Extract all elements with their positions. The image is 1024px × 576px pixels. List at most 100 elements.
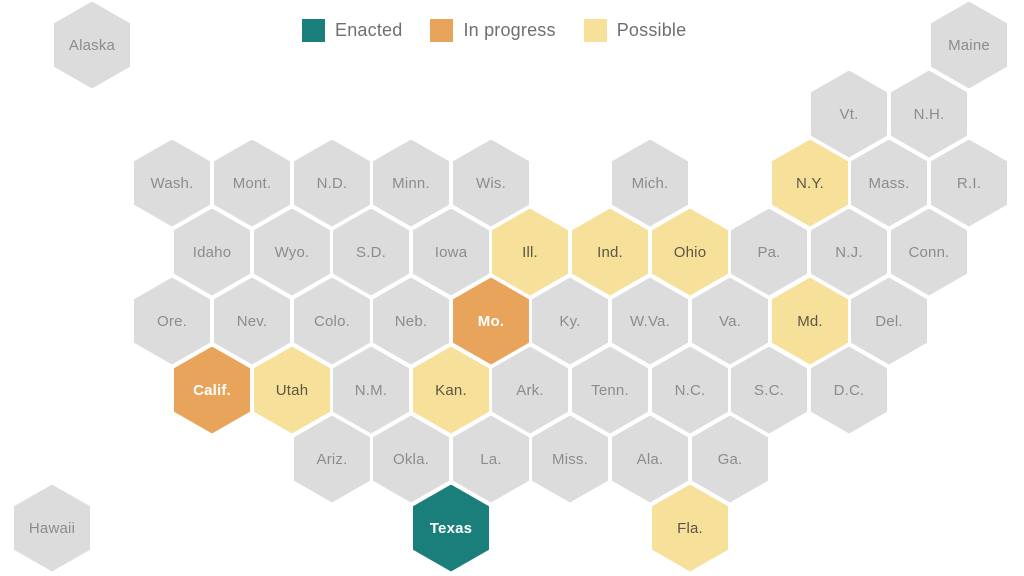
state-label: Conn.	[908, 243, 950, 261]
state-label: Ark.	[516, 381, 544, 399]
legend: Enacted In progress Possible	[302, 18, 714, 42]
state-hex-n-j[interactable]: N.J.	[811, 208, 887, 296]
state-hex-calif[interactable]: Calif.	[174, 346, 250, 434]
state-label: Hawaii	[28, 519, 76, 537]
state-label: Ala.	[636, 450, 664, 468]
state-label: N.Y.	[795, 174, 825, 192]
state-label: Fla.	[677, 519, 703, 537]
state-hex-va[interactable]: Va.	[692, 277, 768, 365]
state-label: Wyo.	[274, 243, 310, 261]
state-label: R.I.	[956, 174, 982, 192]
state-label: Vt.	[839, 105, 859, 123]
state-hex-conn[interactable]: Conn.	[891, 208, 967, 296]
legend-label-possible: Possible	[616, 19, 687, 40]
state-label: S.C.	[754, 381, 784, 399]
state-hex-minn[interactable]: Minn.	[373, 139, 449, 227]
state-hex-la[interactable]: La.	[453, 415, 529, 503]
state-label: W.Va.	[630, 312, 670, 330]
state-label: Ohio	[673, 243, 707, 261]
state-label: Ind.	[597, 243, 623, 261]
state-label: Utah	[275, 381, 309, 399]
legend-item-enacted[interactable]: Enacted	[302, 18, 403, 42]
state-label: Colo.	[313, 312, 351, 330]
state-hex-iowa[interactable]: Iowa	[413, 208, 489, 296]
state-hex-alaska[interactable]: Alaska	[54, 1, 130, 89]
state-hex-r-i[interactable]: R.I.	[931, 139, 1007, 227]
state-hex-ohio[interactable]: Ohio	[652, 208, 728, 296]
state-label: Neb.	[394, 312, 428, 330]
state-hex-w-va[interactable]: W.Va.	[612, 277, 688, 365]
state-hex-ark[interactable]: Ark.	[492, 346, 568, 434]
state-hex-s-c[interactable]: S.C.	[731, 346, 807, 434]
state-hex-texas[interactable]: Texas	[413, 484, 489, 572]
state-hex-n-m[interactable]: N.M.	[333, 346, 409, 434]
state-label: Ore.	[157, 312, 187, 330]
state-label: Pa.	[757, 243, 781, 261]
state-hex-md[interactable]: Md.	[772, 277, 848, 365]
state-hex-nev[interactable]: Nev.	[214, 277, 290, 365]
state-hex-s-d[interactable]: S.D.	[333, 208, 409, 296]
state-hex-mass[interactable]: Mass.	[851, 139, 927, 227]
state-label: N.J.	[835, 243, 863, 261]
state-label: Mich.	[631, 174, 669, 192]
state-label: Md.	[797, 312, 823, 330]
legend-swatch-enacted	[302, 18, 325, 42]
state-hex-ga[interactable]: Ga.	[692, 415, 768, 503]
state-hex-fla[interactable]: Fla.	[652, 484, 728, 572]
state-label: Idaho	[192, 243, 232, 261]
state-hex-ore[interactable]: Ore.	[134, 277, 210, 365]
state-label: Mass.	[868, 174, 910, 192]
state-hex-colo[interactable]: Colo.	[294, 277, 370, 365]
state-hex-ky[interactable]: Ky.	[532, 277, 608, 365]
legend-swatch-in-progress	[430, 18, 454, 42]
state-label: Mont.	[232, 174, 272, 192]
state-hex-vt[interactable]: Vt.	[811, 70, 887, 158]
state-hex-n-h[interactable]: N.H.	[891, 70, 967, 158]
state-hex-neb[interactable]: Neb.	[373, 277, 449, 365]
state-label: La.	[480, 450, 502, 468]
state-label: Tenn.	[591, 381, 629, 399]
state-hex-del[interactable]: Del.	[851, 277, 927, 365]
state-hex-maine[interactable]: Maine	[931, 1, 1007, 89]
state-label: Wis.	[476, 174, 506, 192]
legend-label-enacted: Enacted	[335, 19, 403, 40]
state-hex-mont[interactable]: Mont.	[214, 139, 290, 227]
state-hex-idaho[interactable]: Idaho	[174, 208, 250, 296]
state-label: Ky.	[559, 312, 581, 330]
state-label: Del.	[875, 312, 903, 330]
state-label: N.C.	[674, 381, 706, 399]
legend-item-in-progress[interactable]: In progress	[430, 18, 556, 42]
state-hex-hawaii[interactable]: Hawaii	[14, 484, 90, 572]
state-hex-n-c[interactable]: N.C.	[652, 346, 728, 434]
state-label: D.C.	[833, 381, 865, 399]
state-hex-ala[interactable]: Ala.	[612, 415, 688, 503]
state-hex-wis[interactable]: Wis.	[453, 139, 529, 227]
legend-item-possible[interactable]: Possible	[583, 18, 687, 42]
state-hex-d-c[interactable]: D.C.	[811, 346, 887, 434]
state-label: S.D.	[356, 243, 386, 261]
state-hex-ill[interactable]: Ill.	[492, 208, 568, 296]
state-hex-ariz[interactable]: Ariz.	[294, 415, 370, 503]
state-label: Wash.	[150, 174, 194, 192]
state-hex-utah[interactable]: Utah	[254, 346, 330, 434]
state-label: Va.	[718, 312, 741, 330]
state-label: Maine	[948, 36, 990, 54]
state-hex-miss[interactable]: Miss.	[532, 415, 608, 503]
state-label: Ga.	[717, 450, 743, 468]
state-hex-mich[interactable]: Mich.	[612, 139, 688, 227]
state-hex-okla[interactable]: Okla.	[373, 415, 449, 503]
state-hex-mo[interactable]: Mo.	[453, 277, 529, 365]
state-hex-n-d[interactable]: N.D.	[294, 139, 370, 227]
state-label: Okla.	[392, 450, 429, 468]
state-label: Mo.	[477, 312, 505, 330]
state-hex-ind[interactable]: Ind.	[572, 208, 648, 296]
state-hex-pa[interactable]: Pa.	[731, 208, 807, 296]
state-hex-wyo[interactable]: Wyo.	[254, 208, 330, 296]
state-label: N.H.	[913, 105, 945, 123]
state-hex-n-y[interactable]: N.Y.	[772, 139, 848, 227]
state-hex-wash[interactable]: Wash.	[134, 139, 210, 227]
state-label: Nev.	[236, 312, 268, 330]
state-hex-kan[interactable]: Kan.	[413, 346, 489, 434]
state-hex-tenn[interactable]: Tenn.	[572, 346, 648, 434]
state-label: Texas	[429, 519, 473, 537]
